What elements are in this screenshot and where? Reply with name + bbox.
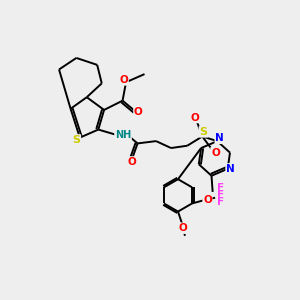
Text: O: O (191, 112, 200, 122)
Text: N: N (215, 133, 224, 143)
Text: O: O (134, 107, 142, 117)
Text: S: S (200, 127, 207, 137)
Text: O: O (178, 223, 187, 233)
Text: F: F (217, 197, 224, 207)
Text: F: F (217, 190, 224, 200)
Text: NH: NH (115, 130, 131, 140)
Text: N: N (226, 164, 235, 174)
Text: O: O (211, 148, 220, 158)
Text: S: S (72, 135, 80, 145)
Text: F: F (217, 184, 224, 194)
Text: O: O (128, 157, 136, 167)
Text: O: O (203, 195, 212, 205)
Text: O: O (119, 75, 128, 85)
